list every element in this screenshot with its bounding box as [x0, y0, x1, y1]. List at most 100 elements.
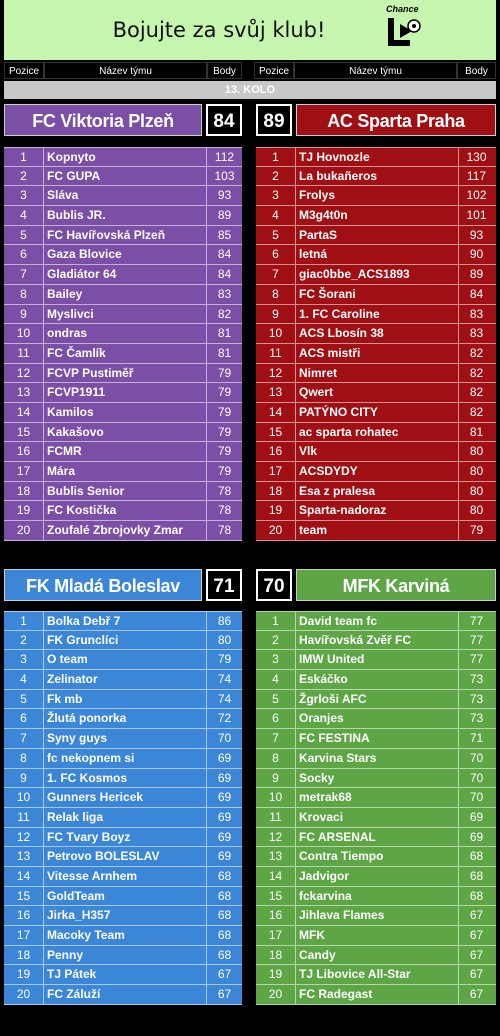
table-row: 20 FC Radegast 67: [256, 985, 496, 1005]
table-row: 9 Socky 70: [256, 768, 496, 789]
row-points: 79: [217, 444, 232, 459]
row-points: 72: [217, 711, 232, 726]
row-points: 77: [469, 614, 484, 628]
row-team-name: Kopnyto: [44, 148, 207, 166]
row-position: 10: [4, 324, 44, 343]
header-team-name: Název týmu: [294, 62, 457, 79]
table-boleslav: 1 Bolka Debř 7 86 2 FK Grunclíci 80 3 O team 79 4…: [4, 611, 242, 1005]
round-label: 13. KOLO: [4, 81, 496, 99]
row-position: 17: [256, 462, 296, 481]
row-team-name: Zoufalé Zbrojovky Zmar: [44, 521, 207, 540]
row-points: 78: [217, 503, 232, 518]
row-points: 82: [217, 306, 232, 321]
row-team-name: Esa z pralesa: [296, 481, 459, 501]
row-team-name: FCVP1911: [44, 383, 207, 402]
row-points: 89: [217, 208, 232, 223]
row-team-name: fckarvina: [296, 886, 459, 906]
row-points: 68: [217, 908, 232, 923]
row-points: 78: [217, 523, 232, 538]
row-points: 86: [217, 614, 232, 628]
row-position: 15: [4, 886, 44, 906]
row-position: 8: [256, 748, 296, 768]
row-position: 16: [4, 442, 44, 461]
row-team-name: team: [296, 521, 459, 540]
row-position: 6: [4, 709, 44, 729]
table-row: 11 FC Čamlík 81: [4, 343, 242, 364]
row-points: 80: [469, 444, 484, 459]
row-team-name: Qwert: [296, 383, 459, 402]
row-position: 11: [256, 807, 296, 827]
table-row: 5 PartaS 93: [256, 225, 496, 246]
row-team-name: Eskáčko: [296, 670, 459, 689]
row-team-name: Gladiátor 64: [44, 265, 207, 284]
table-row: 9 1. FC Kosmos 69: [4, 768, 242, 789]
table-row: 17 ACSDYDY 80: [256, 462, 496, 482]
row-points: 73: [469, 672, 484, 687]
row-position: 13: [256, 383, 296, 402]
row-team-name: Žlutá ponorka: [44, 709, 207, 729]
row-position: 11: [4, 343, 44, 363]
row-position: 16: [256, 906, 296, 925]
row-points: 68: [217, 868, 232, 883]
table-row: 6 letná 90: [256, 245, 496, 266]
row-points: 67: [217, 967, 232, 982]
row-team-name: PartaS: [296, 225, 459, 245]
row-position: 3: [4, 650, 44, 670]
table-row: 16 Jirka_H357 68: [4, 906, 242, 926]
row-points: 71: [469, 731, 484, 746]
row-team-name: Vitesse Arnhem: [44, 866, 207, 886]
table-row: 20 FC Záluží 67: [4, 985, 242, 1005]
row-points: 93: [217, 188, 232, 203]
row-position: 19: [4, 501, 44, 521]
row-position: 12: [256, 363, 296, 383]
row-team-name: Oranjes: [296, 709, 459, 729]
table-row: 15 Kakašovo 79: [4, 422, 242, 443]
row-team-name: O team: [44, 650, 207, 670]
row-team-name: TJ Hovnozle: [296, 148, 459, 166]
table-row: 2 FK Grunclíci 80: [4, 630, 242, 651]
table-row: 19 FC Kostička 78: [4, 501, 242, 522]
row-team-name: Jirka_H357: [44, 906, 207, 925]
row-position: 4: [4, 670, 44, 689]
table-row: 1 Kopnyto 112: [4, 147, 242, 167]
row-team-name: Fk mb: [44, 689, 207, 709]
table-row: 15 GoldTeam 68: [4, 886, 242, 907]
row-team-name: Bublis JR.: [44, 206, 207, 225]
table-viktoria: 1 Kopnyto 112 2 FC GUPA 103 3 Sláva 93 4 Bublis JR…: [4, 147, 242, 541]
table-row: 18 Esa z pralesa 80: [256, 481, 496, 502]
row-position: 18: [256, 481, 296, 501]
row-points: 68: [217, 947, 232, 962]
row-points: 81: [217, 326, 232, 341]
row-points: 79: [217, 404, 232, 419]
row-points: 68: [469, 888, 484, 903]
team-header-boleslav: FK Mladá Boleslav: [4, 569, 202, 601]
row-points: 89: [469, 267, 484, 282]
header-points: Body: [207, 62, 242, 79]
team-header-viktoria: FC Viktoria Plzeň: [4, 104, 202, 136]
row-points: 84: [469, 286, 484, 301]
table-row: 12 FC Tvary Boyz 69: [4, 827, 242, 848]
row-team-name: PATÝNO CITY: [296, 402, 459, 422]
row-position: 12: [256, 827, 296, 847]
banner: Bojujte za svůj klub! Chance: [4, 0, 496, 60]
row-points: 90: [469, 247, 484, 262]
table-row: 18 Bublis Senior 78: [4, 481, 242, 502]
row-position: 20: [256, 985, 296, 1004]
row-position: 12: [4, 827, 44, 847]
row-team-name: Bailey: [44, 284, 207, 304]
row-position: 18: [4, 945, 44, 965]
row-points: 81: [217, 345, 232, 360]
row-position: 2: [4, 630, 44, 650]
row-team-name: Gunners Hericek: [44, 788, 207, 807]
row-points: 80: [469, 464, 484, 478]
table-row: 1 TJ Hovnozle 130: [256, 147, 496, 167]
header-team-name: Název týmu: [44, 62, 207, 79]
row-position: 5: [256, 689, 296, 709]
row-position: 18: [4, 481, 44, 501]
table-row: 20 Zoufalé Zbrojovky Zmar 78: [4, 521, 242, 541]
team-header-sparta: AC Sparta Praha: [296, 104, 496, 136]
row-team-name: Vlk: [296, 442, 459, 461]
row-points: 79: [217, 424, 232, 439]
row-team-name: Sláva: [44, 186, 207, 206]
row-team-name: Macoky Team: [44, 926, 207, 945]
